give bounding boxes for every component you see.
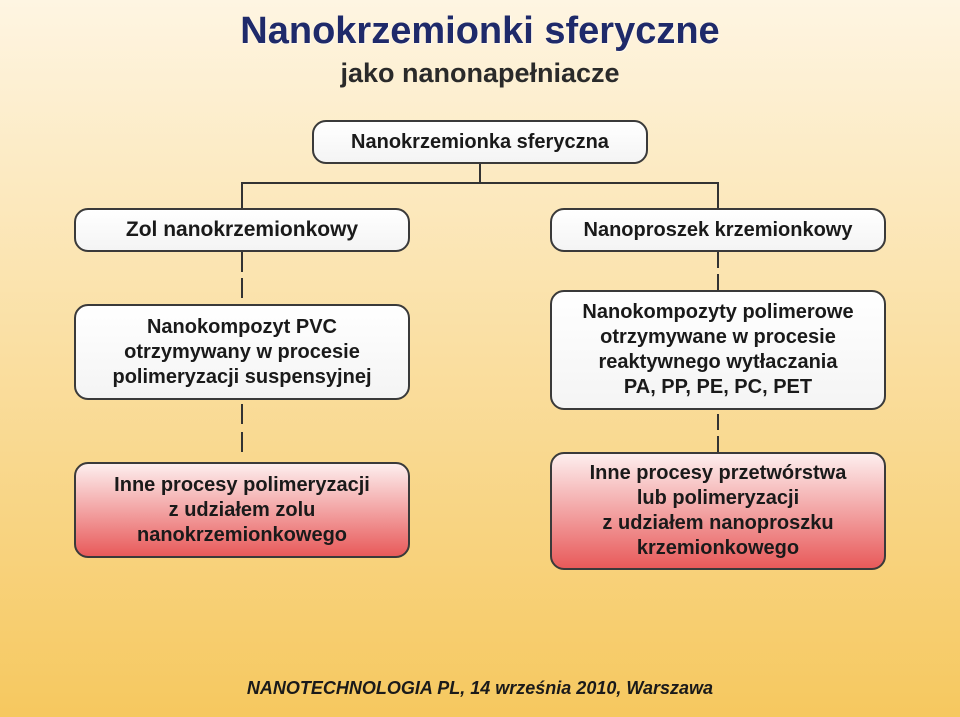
connector: [717, 414, 719, 430]
title-main: Nanokrzemionki sferyczne: [0, 10, 960, 53]
connector: [241, 404, 243, 424]
connector: [241, 182, 719, 184]
node-powder-label: Nanoproszek krzemionkowy: [584, 218, 853, 243]
connector: [241, 252, 243, 272]
node-root-label: Nanokrzemionka sferyczna: [351, 130, 609, 155]
node-sol-label: Zol nanokrzemionkowy: [126, 217, 358, 243]
connector: [241, 432, 243, 452]
node-polymer-label: Nanokompozyty polimeroweotrzymywane w pr…: [582, 300, 853, 400]
connector: [241, 278, 243, 298]
node-pvc: Nanokompozyt PVCotrzymywany w procesiepo…: [74, 304, 410, 400]
node-other-sol-label: Inne procesy polimeryzacjiz udziałem zol…: [114, 473, 370, 548]
connector: [479, 164, 481, 182]
node-pvc-label: Nanokompozyt PVCotrzymywany w procesiepo…: [113, 315, 372, 390]
node-polymer: Nanokompozyty polimeroweotrzymywane w pr…: [550, 290, 886, 410]
connector: [717, 182, 719, 208]
connector: [717, 436, 719, 452]
footer-text: NANOTECHNOLOGIA PL, 14 września 2010, Wa…: [0, 678, 960, 699]
connector: [717, 274, 719, 290]
node-root: Nanokrzemionka sferyczna: [312, 120, 648, 164]
connector: [241, 182, 243, 208]
node-sol: Zol nanokrzemionkowy: [74, 208, 410, 252]
node-other-sol: Inne procesy polimeryzacjiz udziałem zol…: [74, 462, 410, 558]
title-sub: jako nanonapełniacze: [0, 58, 960, 89]
connector: [717, 252, 719, 268]
node-powder: Nanoproszek krzemionkowy: [550, 208, 886, 252]
node-other-powder-label: Inne procesy przetwórstwalub polimeryzac…: [590, 461, 847, 561]
node-other-powder: Inne procesy przetwórstwalub polimeryzac…: [550, 452, 886, 570]
